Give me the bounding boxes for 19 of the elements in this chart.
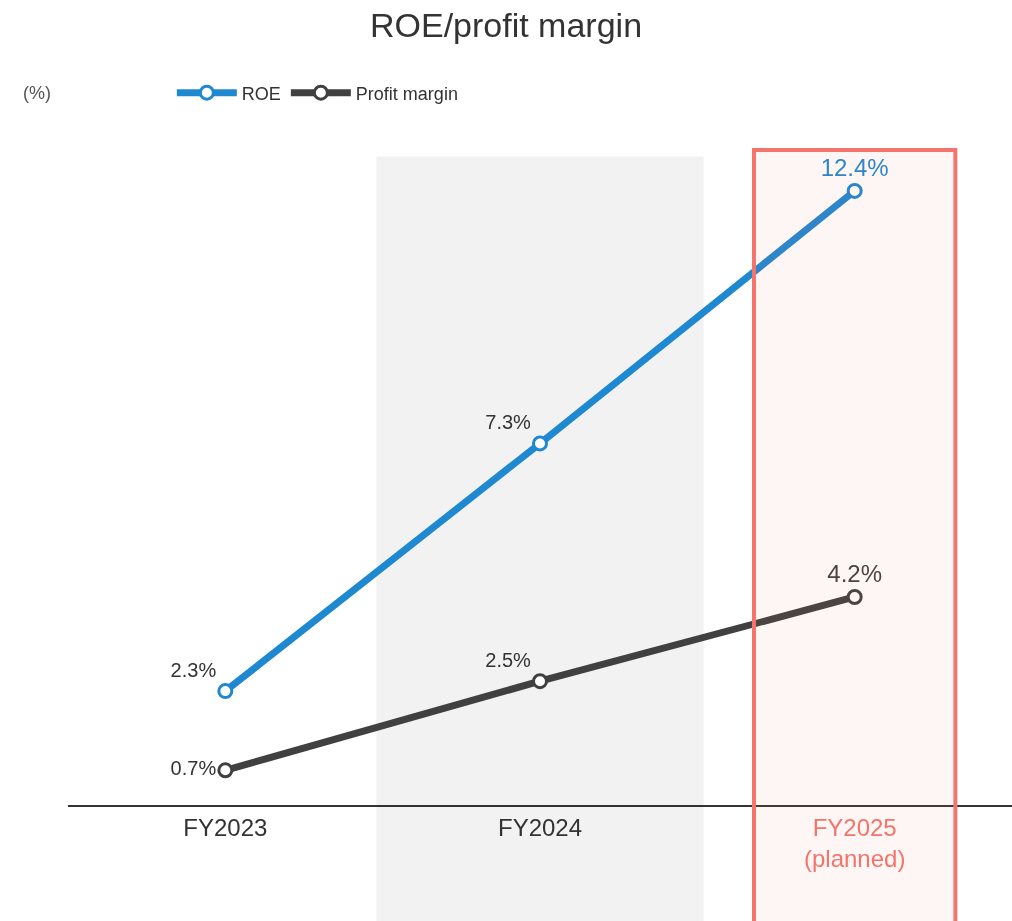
data-label: 2.3% [170, 658, 217, 681]
data-label: 12.4% [820, 153, 889, 181]
x-tick-label: FY2023 [183, 813, 268, 841]
point [532, 673, 548, 690]
x-tick-label: FY2024 [497, 813, 583, 841]
point [846, 588, 863, 605]
point [532, 435, 548, 452]
data-label: 0.7% [170, 757, 217, 780]
legend-label: ROE [241, 83, 281, 104]
legend-label: Profit margin [355, 83, 458, 104]
text: (%) [23, 83, 51, 103]
point [217, 762, 234, 779]
point [846, 182, 863, 199]
chart-title: ROE/profit margin [369, 5, 643, 44]
x-tick-label: FY2025 (planned) [803, 813, 906, 872]
point [217, 683, 234, 700]
data-label: 7.3% [485, 411, 532, 434]
data-label: 4.2% [827, 559, 883, 587]
data-label: 2.5% [485, 649, 532, 672]
